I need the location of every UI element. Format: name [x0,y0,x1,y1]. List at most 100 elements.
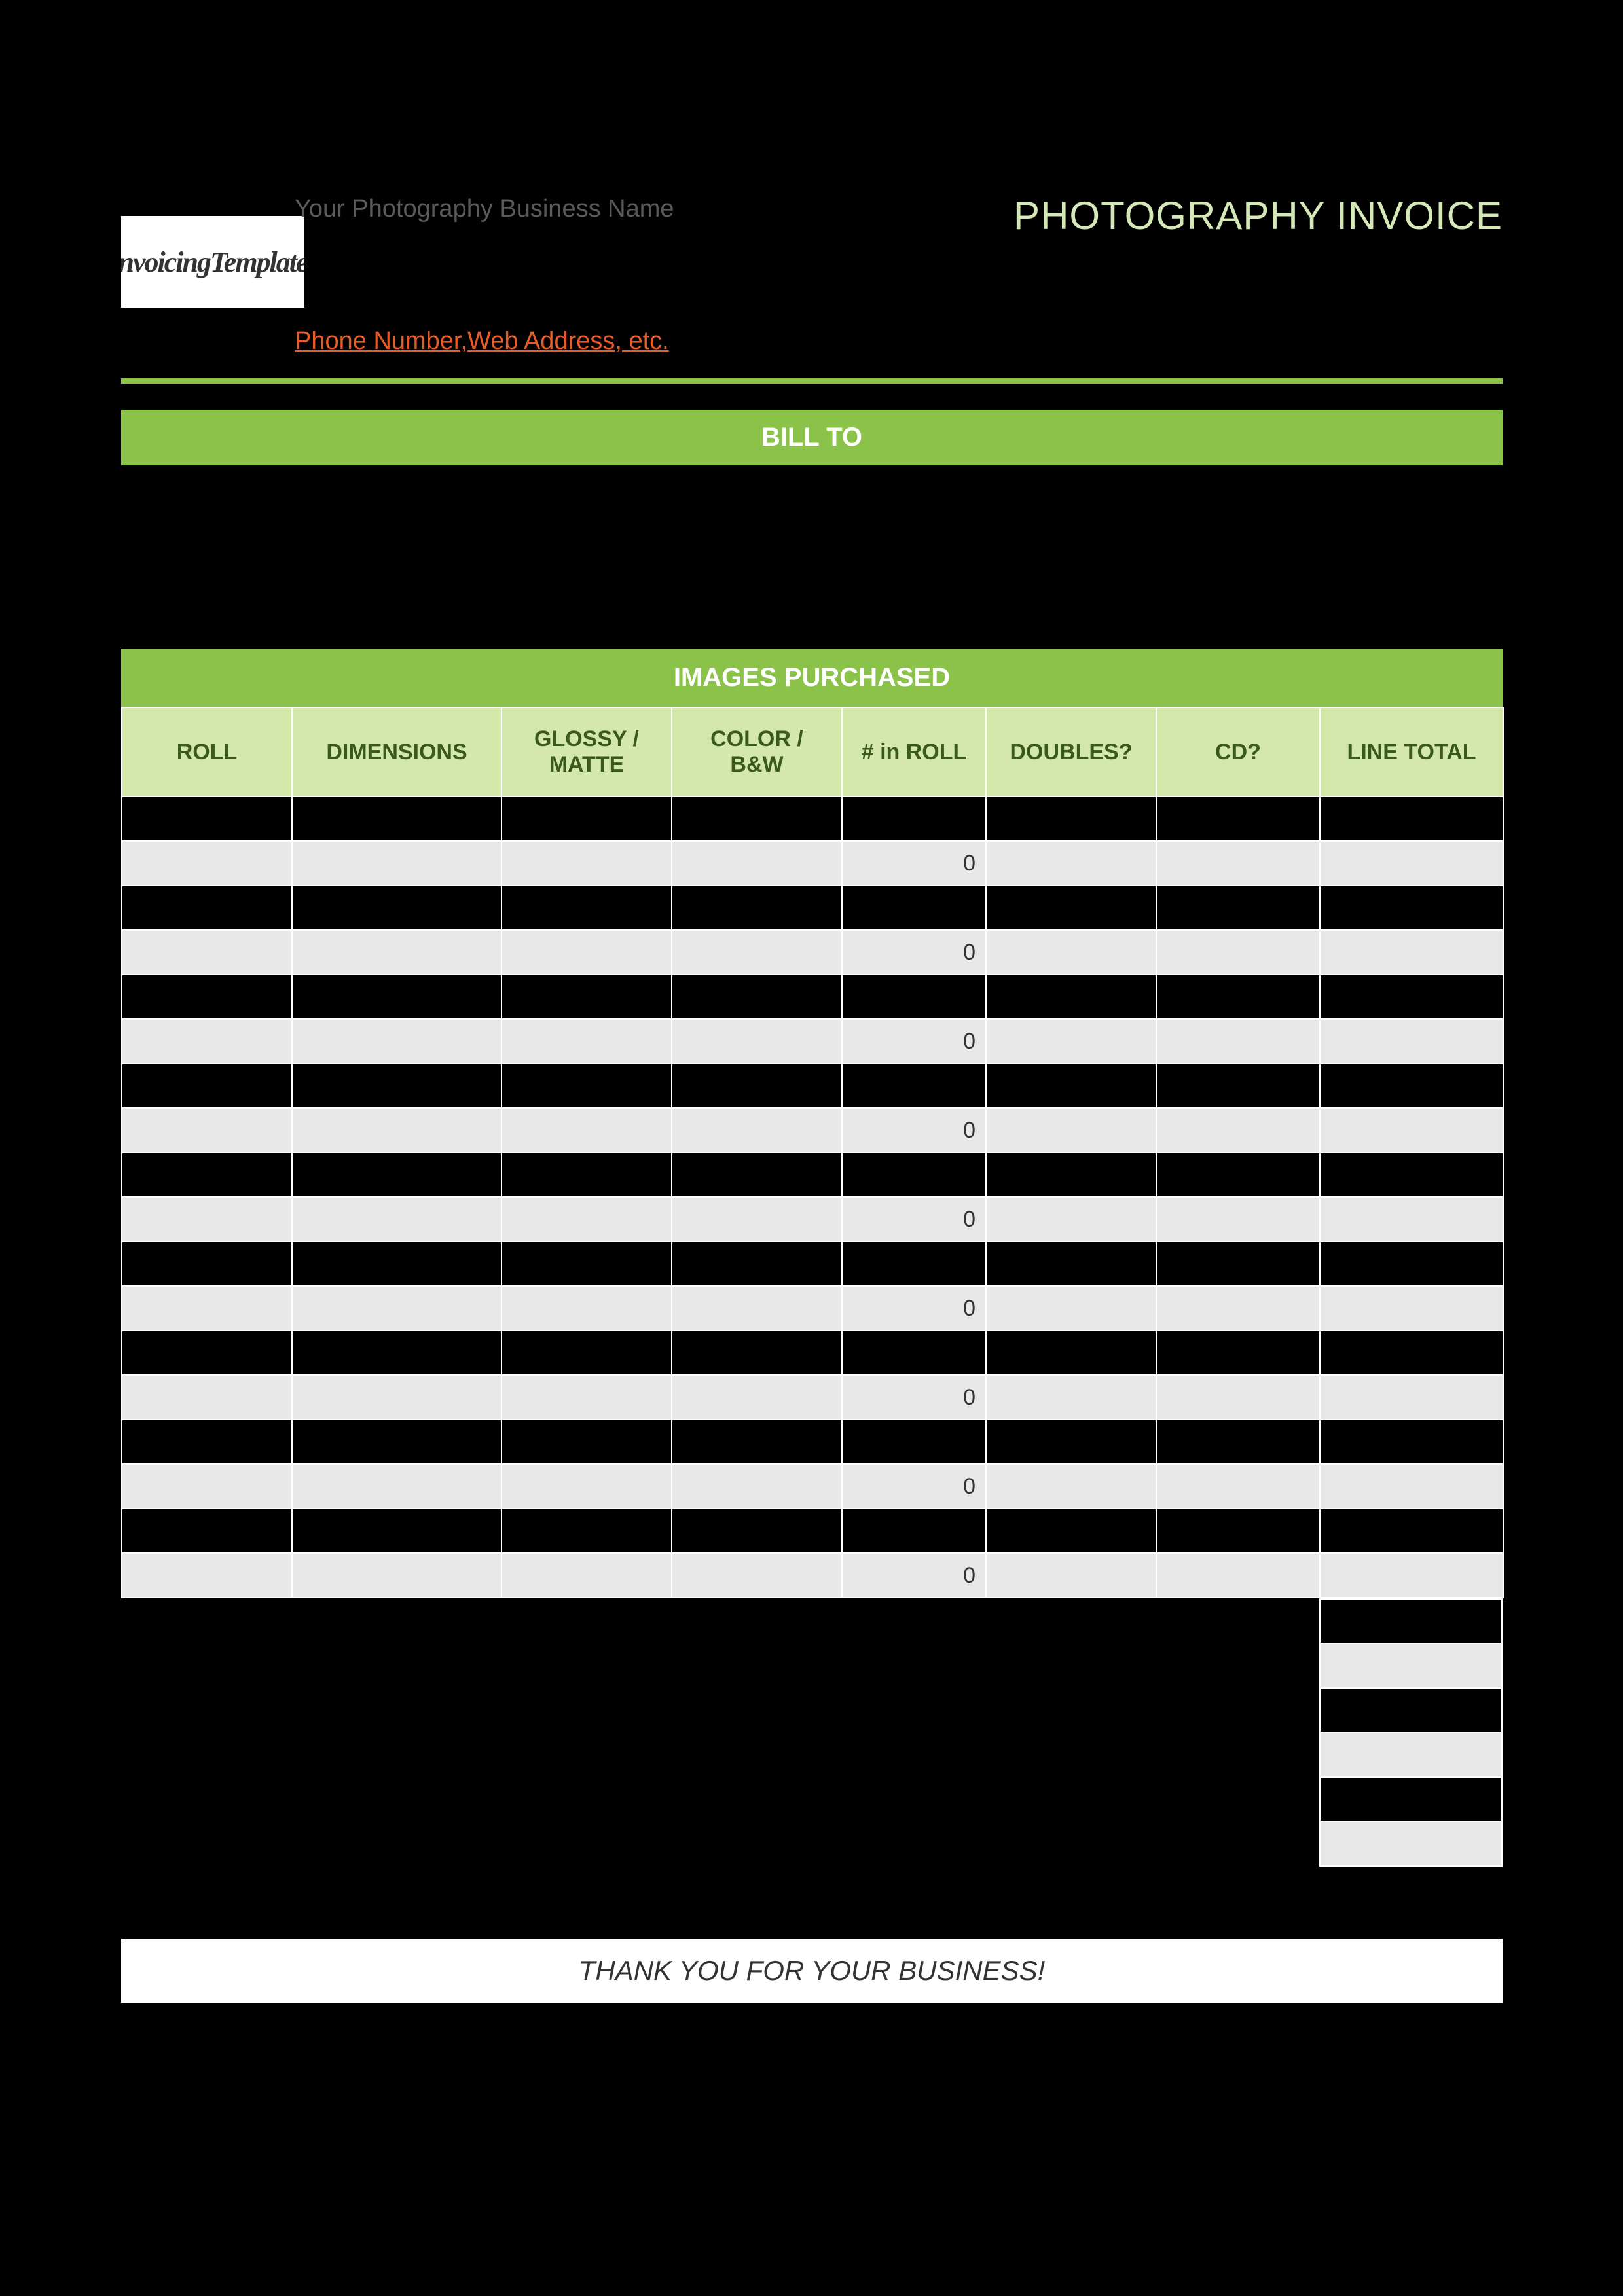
table-cell [1320,797,1503,841]
table-cell [292,1509,501,1553]
table-cell [501,797,672,841]
table-cell [122,1464,292,1509]
contact-link[interactable]: Phone Number,Web Address, etc. [295,327,669,355]
table-cell [292,1375,501,1420]
table-cell [122,1375,292,1420]
table-cell [1320,1286,1503,1331]
table-cell [842,1064,986,1108]
table-cell [672,886,842,930]
column-header: DOUBLES? [986,708,1156,797]
table-cell [501,1108,672,1153]
column-header: CD? [1156,708,1320,797]
table-cell [986,1331,1156,1375]
logo-image: InvoicingTemplates [121,216,304,308]
table-cell [122,1331,292,1375]
table-cell [501,1153,672,1197]
table-cell [672,1108,842,1153]
table-cell [1156,1153,1320,1197]
table-cell [292,1331,501,1375]
table-cell [292,1197,501,1242]
table-row [122,1064,1503,1108]
table-cell [986,1108,1156,1153]
table-cell [501,841,672,886]
table-cell [986,975,1156,1019]
table-cell [122,1019,292,1064]
table-cell [122,1197,292,1242]
table-cell [292,1242,501,1286]
table-row: 0 [122,1464,1503,1509]
table-row: 0 [122,1286,1503,1331]
table-row [122,886,1503,930]
table-cell [501,1464,672,1509]
table-cell [1156,1420,1320,1464]
table-cell [292,1286,501,1331]
table-cell [501,930,672,975]
table-cell [292,975,501,1019]
table-cell: 0 [842,841,986,886]
table-cell [292,930,501,975]
table-cell [986,1019,1156,1064]
table-cell [986,1242,1156,1286]
totals-row [1320,1643,1502,1688]
table-cell [122,975,292,1019]
totals-cell [1320,1688,1502,1732]
table-cell [501,975,672,1019]
table-cell [986,1197,1156,1242]
table-cell [1156,1197,1320,1242]
table-cell [501,1375,672,1420]
table-cell [1156,1375,1320,1420]
totals-row [1320,1732,1502,1777]
table-row [122,1420,1503,1464]
table-cell [292,1420,501,1464]
table-cell [1320,1509,1503,1553]
table-cell [672,797,842,841]
table-cell [1156,1108,1320,1153]
table-cell [1156,975,1320,1019]
invoice-page: Your Photography Business Name Invoicing… [121,183,1503,2003]
totals-row [1320,1777,1502,1821]
table-cell [986,1420,1156,1464]
totals-row [1320,1688,1502,1732]
totals-cell [1320,1732,1502,1777]
table-cell [672,1331,842,1375]
table-cell [122,930,292,975]
table-cell [1320,841,1503,886]
table-cell [122,841,292,886]
table-cell [122,886,292,930]
table-cell [122,1509,292,1553]
totals-cell [1320,1643,1502,1688]
table-cell [986,886,1156,930]
table-cell [842,1153,986,1197]
table-cell: 0 [842,1197,986,1242]
table-cell [672,930,842,975]
totals-cell [1320,1777,1502,1821]
table-row [122,1242,1503,1286]
table-row: 0 [122,1019,1503,1064]
table-cell [1320,1464,1503,1509]
table-cell [1320,1019,1503,1064]
table-cell [292,797,501,841]
table-cell [1156,1286,1320,1331]
table-cell [292,1064,501,1108]
table-cell: 0 [842,1019,986,1064]
table-cell [1320,1242,1503,1286]
table-cell [1156,841,1320,886]
header: Your Photography Business Name Invoicing… [121,183,1503,308]
table-cell [1320,1331,1503,1375]
column-header: ROLL [122,708,292,797]
totals-row [1320,1821,1502,1866]
table-cell [1320,886,1503,930]
table-row [122,1331,1503,1375]
totals-cell [1320,1599,1502,1643]
table-cell [122,797,292,841]
table-row [122,797,1503,841]
table-cell [842,1242,986,1286]
table-cell [672,975,842,1019]
table-row: 0 [122,1375,1503,1420]
table-cell [122,1286,292,1331]
table-cell [672,1197,842,1242]
table-cell [1320,1420,1503,1464]
table-cell [1320,1197,1503,1242]
table-row: 0 [122,1197,1503,1242]
table-cell [501,1286,672,1331]
